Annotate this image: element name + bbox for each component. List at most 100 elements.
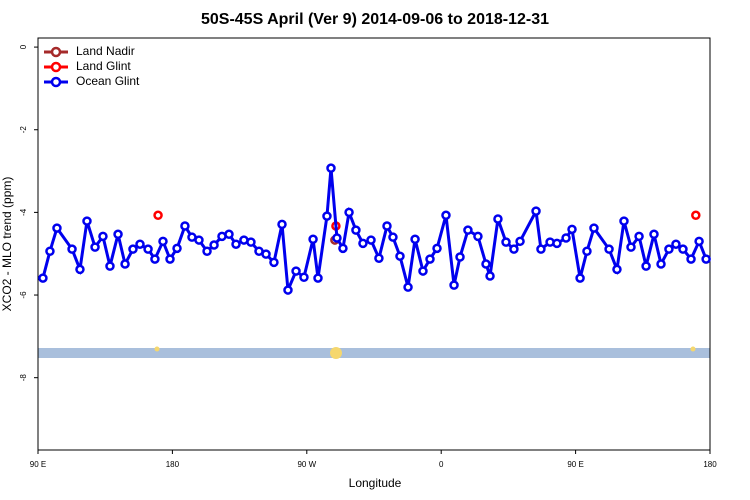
data-point: [382, 221, 392, 231]
data-point: [656, 259, 666, 269]
data-point: [194, 235, 204, 245]
series-line: [41, 168, 708, 291]
x-tick-label: 90 E: [567, 460, 583, 469]
data-point: [158, 236, 168, 247]
data-point: [515, 236, 525, 247]
data-point: [45, 246, 55, 256]
data-point: [165, 254, 175, 264]
data-point: [52, 223, 62, 233]
data-point: [485, 271, 495, 281]
legend-marker: [50, 46, 62, 58]
data-point: [344, 207, 354, 218]
data-point: [619, 216, 629, 226]
legend-marker: [50, 76, 62, 88]
legend-label: Land Glint: [76, 59, 131, 73]
x-tick-label: 0: [439, 460, 444, 469]
data-point: [463, 225, 473, 235]
data-point: [604, 244, 614, 254]
data-point: [105, 261, 115, 271]
data-point: [113, 229, 123, 240]
data-point: [180, 221, 190, 231]
data-point: [575, 273, 585, 283]
data-point: [332, 233, 342, 243]
data-point: [589, 223, 599, 233]
data-point: [536, 244, 546, 254]
data-point: [261, 249, 271, 259]
data-point: [143, 244, 153, 254]
data-point: [501, 237, 511, 247]
data-point: [67, 244, 77, 254]
data-point: [641, 261, 651, 271]
data-point: [403, 282, 413, 292]
chart-title: 50S-45S April (Ver 9) 2014-09-06 to 2018…: [201, 11, 549, 28]
x-tick-label: 180: [166, 460, 180, 469]
data-point: [455, 252, 465, 262]
data-point: [313, 273, 323, 283]
data-point: [82, 216, 92, 226]
legend-marker: [50, 61, 62, 73]
data-point: [634, 231, 644, 242]
data-point: [509, 244, 519, 254]
data-point: [493, 214, 503, 224]
data-point: [135, 239, 145, 249]
data-point: [90, 242, 100, 252]
data-point: [567, 224, 577, 235]
marker-dot: [330, 347, 342, 359]
data-point: [432, 243, 442, 254]
data-point: [441, 210, 451, 221]
data-point: [664, 244, 674, 254]
legend-label: Land Nadir: [76, 44, 135, 58]
data-point: [246, 237, 256, 247]
data-point: [418, 266, 428, 276]
data-point: [388, 232, 398, 242]
data-point: [98, 231, 108, 242]
data-point: [481, 259, 491, 269]
data-point: [473, 231, 483, 242]
data-point: [351, 225, 361, 235]
y-tick-label: -6: [19, 291, 28, 299]
y-axis-label: XCO2 - MLO trend (ppm): [0, 177, 14, 312]
data-point: [358, 238, 368, 249]
data-point: [338, 243, 348, 254]
data-point: [552, 238, 562, 249]
data-point: [701, 254, 711, 264]
plot-frame: [37, 37, 711, 451]
data-point: [120, 259, 130, 269]
data-point: [366, 235, 376, 245]
data-point: [410, 234, 420, 244]
y-tick-label: 0: [19, 44, 28, 49]
y-tick-label: -4: [19, 208, 28, 216]
data-point: [531, 206, 541, 216]
data-point: [172, 243, 182, 254]
data-point: [395, 251, 405, 261]
data-point: [209, 240, 219, 250]
ice-band: [38, 348, 710, 358]
data-point: [678, 244, 688, 254]
data-point: [75, 264, 85, 275]
data-point: [283, 285, 293, 295]
data-point: [299, 272, 309, 283]
data-point: [277, 219, 287, 230]
x-tick-label: 90 E: [30, 460, 46, 469]
data-point: [231, 239, 241, 249]
data-point: [626, 242, 636, 252]
data-point: [202, 246, 212, 256]
data-point: [291, 266, 301, 276]
data-point: [153, 210, 163, 221]
data-point: [671, 239, 681, 249]
data-point: [561, 233, 571, 243]
data-point: [686, 254, 696, 264]
data-point: [649, 229, 659, 240]
x-axis-label: Longitude: [349, 476, 402, 490]
data-point: [691, 210, 701, 221]
data-point: [150, 254, 160, 264]
x-tick-label: 180: [703, 460, 717, 469]
data-point: [128, 244, 138, 254]
data-point: [582, 246, 592, 256]
marker-dot: [154, 346, 160, 352]
data-point: [326, 163, 336, 173]
data-point: [224, 229, 234, 240]
y-tick-label: -8: [19, 374, 28, 382]
data-point: [425, 254, 435, 264]
